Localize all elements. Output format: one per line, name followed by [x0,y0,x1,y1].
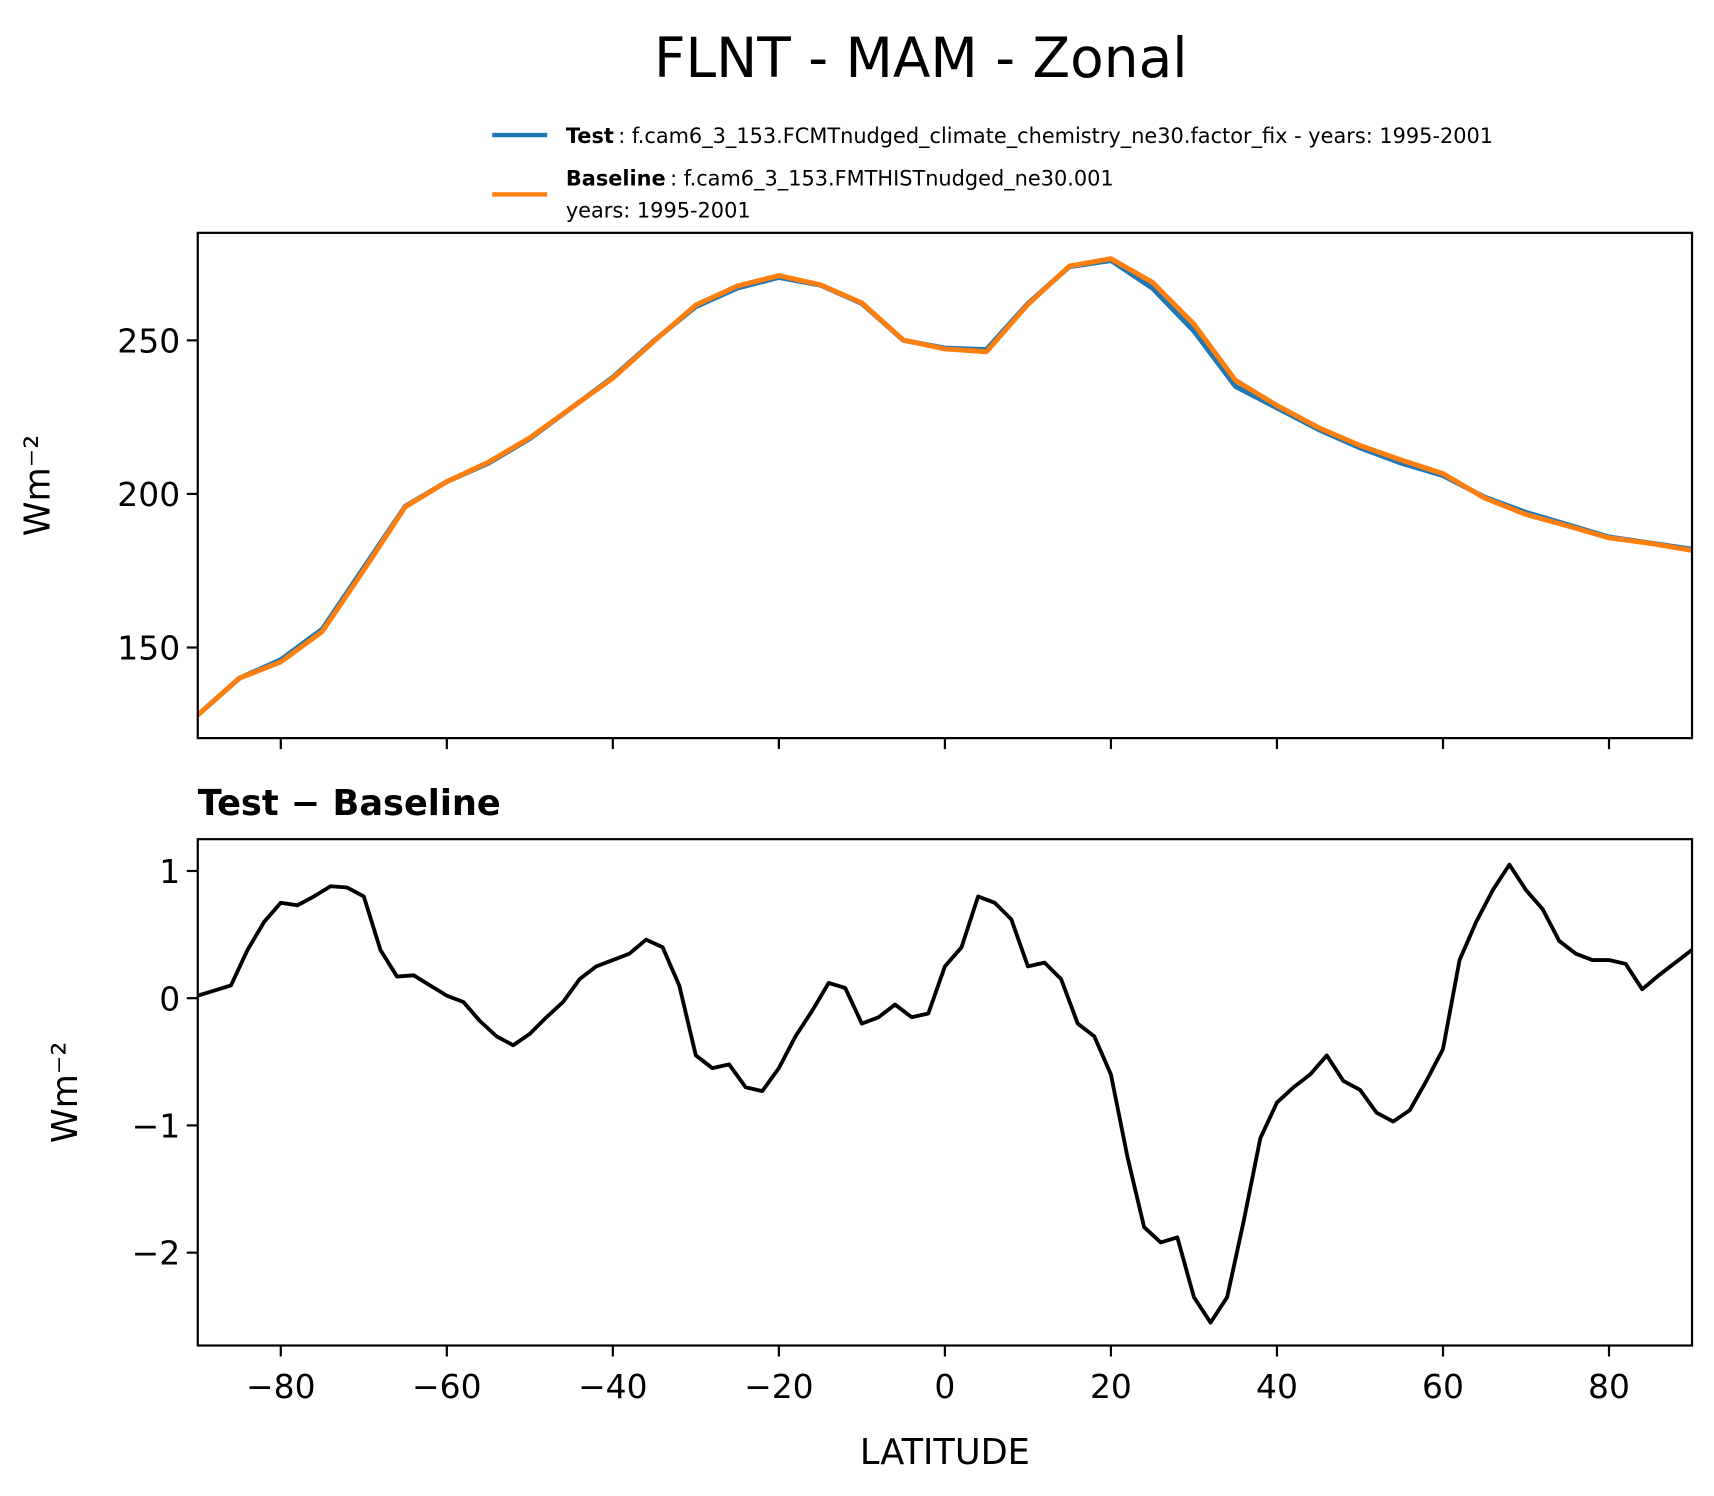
x-tick-label: −20 [744,1367,814,1406]
data-line [197,862,1693,1325]
legend-entry: Test: f.cam6_3_153.FCMTnudged_climate_ch… [566,124,1493,149]
legend-label: : f.cam6_3_153.FMTHISTnudged_ne30.001 [670,167,1114,192]
y-tick-label: −1 [132,1107,181,1146]
y-tick-label: 150 [117,629,180,668]
data-line [197,256,1693,717]
legend-entry: Baseline: f.cam6_3_153.FMTHISTnudged_ne3… [566,167,1114,192]
x-tick-label: −80 [246,1367,316,1406]
x-tick-label: 40 [1256,1367,1298,1406]
x-tick-label: 80 [1588,1367,1630,1406]
y-axis-label: Wm⁻² [45,1042,86,1144]
y-tick-label: 250 [117,321,180,360]
chart-title: FLNT - MAM - Zonal [654,26,1188,90]
x-tick-label: −60 [412,1367,482,1406]
y-tick-label: 1 [159,852,180,891]
axes-frame [196,838,1694,1347]
legend-label: years: 1995-2001 [566,198,751,222]
legend-label: : f.cam6_3_153.FCMTnudged_climate_chemis… [618,124,1493,149]
x-tick-label: −40 [578,1367,648,1406]
y-tick-label: −2 [132,1234,181,1273]
legend-name: Test [566,124,614,148]
y-tick-label: 200 [117,475,180,514]
subplot-title: Test − Baseline [198,783,501,824]
x-tick-label: 0 [934,1367,955,1406]
y-axis-label: Wm⁻² [17,435,58,537]
y-tick-label: 0 [159,979,180,1018]
x-tick-label: 60 [1422,1367,1464,1406]
x-tick-label: 20 [1090,1367,1132,1406]
legend-name: Baseline [566,167,666,191]
axes-frame [196,231,1694,740]
x-axis-label: LATITUDE [860,1432,1030,1473]
